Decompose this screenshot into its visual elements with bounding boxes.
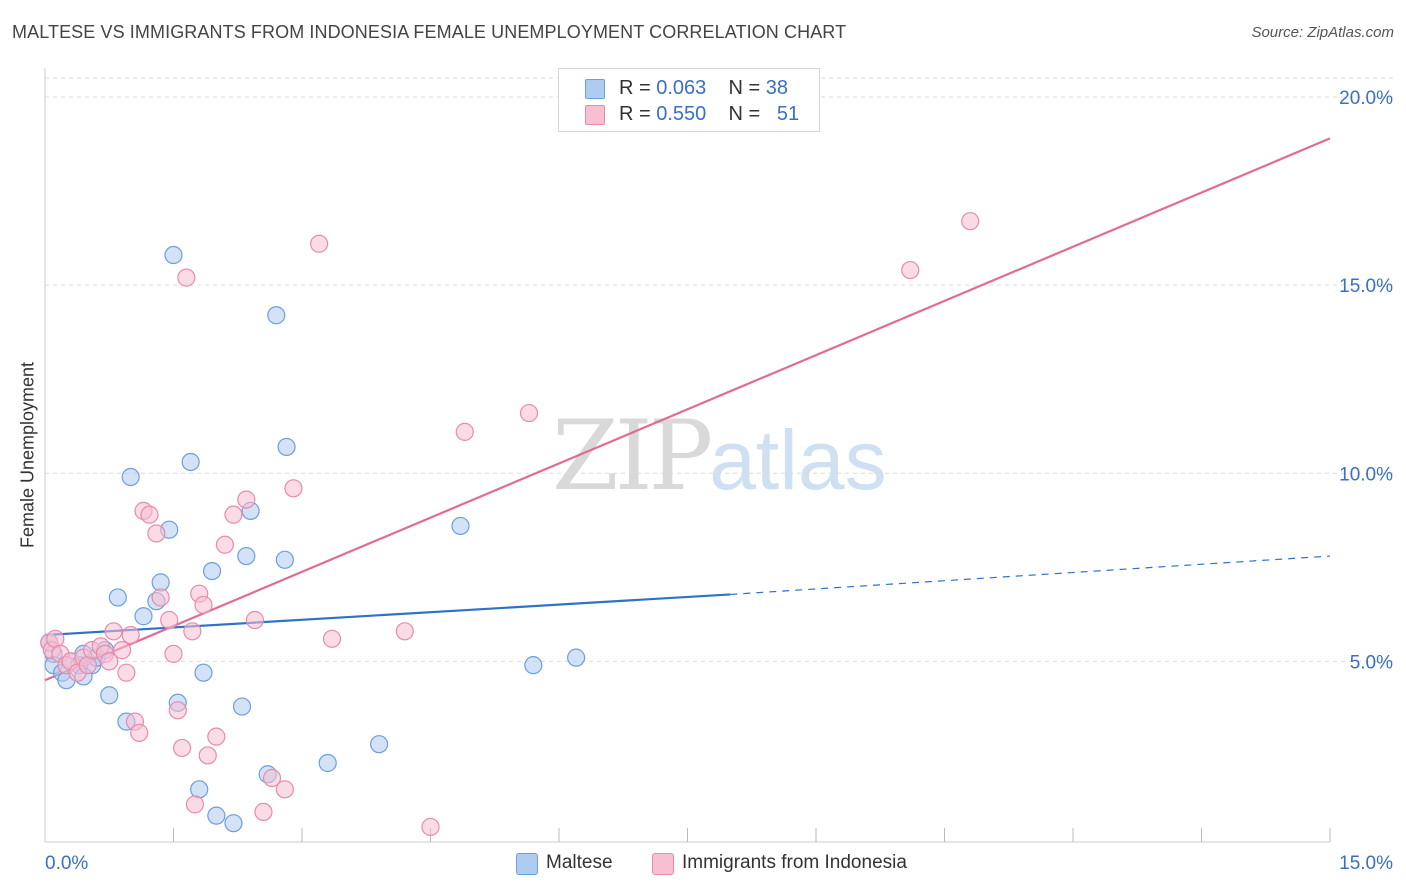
data-point-maltese: [190, 780, 209, 799]
y-tick-label: 10.0%: [1339, 464, 1393, 485]
n-label: N =: [728, 103, 761, 125]
data-point-maltese: [181, 452, 200, 472]
y-axis-label: Female Unemployment: [17, 361, 38, 549]
watermark-atlas: atlas: [709, 413, 887, 507]
trend-line-maltese: [44, 593, 731, 637]
data-point-maltese: [207, 806, 226, 825]
data-points: [40, 212, 980, 837]
data-point-indonesia: [46, 629, 65, 648]
x-tick-label: 0.0%: [45, 853, 88, 874]
n-value: 51: [776, 103, 800, 125]
data-point-maltese: [232, 697, 252, 716]
data-point-maltese: [224, 814, 243, 833]
data-point-maltese: [164, 245, 183, 265]
data-point-indonesia: [284, 479, 303, 498]
axes: [44, 68, 1331, 843]
data-point-indonesia: [254, 802, 273, 821]
data-point-indonesia: [421, 817, 440, 837]
x-tick-label: 15.0%: [1339, 853, 1393, 874]
n-label: N =: [728, 77, 761, 99]
data-point-maltese: [451, 516, 470, 536]
data-point-maltese: [277, 437, 296, 457]
data-point-indonesia: [164, 644, 183, 663]
data-point-maltese: [370, 735, 389, 754]
maltese-swatch: [585, 79, 605, 99]
data-point-maltese: [108, 588, 127, 607]
data-point-indonesia: [207, 727, 226, 746]
data-point-indonesia: [121, 625, 140, 645]
data-point-maltese: [275, 550, 294, 569]
indonesia-swatch: [652, 853, 674, 875]
data-point-indonesia: [395, 622, 414, 641]
data-point-maltese: [567, 648, 586, 667]
data-point-indonesia: [117, 663, 136, 682]
data-point-indonesia: [140, 505, 159, 524]
data-point-maltese: [151, 573, 170, 592]
legend-label: Immigrants from Indonesia: [682, 852, 907, 873]
data-point-indonesia: [168, 701, 187, 720]
data-point-indonesia: [160, 610, 179, 630]
data-point-indonesia: [519, 403, 539, 423]
data-point-indonesia: [172, 738, 192, 758]
data-point-indonesia: [262, 768, 282, 788]
data-point-indonesia: [177, 268, 196, 287]
data-point-maltese: [524, 656, 543, 675]
data-point-indonesia: [961, 212, 980, 231]
indonesia-swatch: [585, 105, 605, 125]
data-point-indonesia: [151, 588, 170, 607]
data-point-indonesia: [78, 656, 97, 675]
data-point-indonesia: [237, 490, 256, 509]
source-label: Source: ZipAtlas.com: [1251, 24, 1394, 41]
data-point-indonesia: [104, 622, 123, 641]
data-point-maltese: [100, 686, 119, 705]
data-point-indonesia: [185, 795, 205, 814]
data-point-indonesia: [901, 260, 920, 280]
data-point-indonesia: [100, 652, 119, 671]
data-point-indonesia: [310, 234, 329, 253]
r-label: R =: [619, 77, 651, 99]
r-label: R =: [619, 103, 651, 125]
r-value: 0.550: [656, 103, 707, 125]
data-point-indonesia: [183, 622, 202, 641]
legend-label: Maltese: [546, 852, 613, 873]
data-point-maltese: [121, 467, 140, 487]
chart-title: MALTESE VS IMMIGRANTS FROM INDONESIA FEM…: [12, 22, 847, 42]
legend-row-text: R = 0.550 N = 51: [619, 103, 799, 126]
data-point-indonesia: [455, 422, 474, 441]
grid-lines: [45, 77, 1395, 662]
y-tick-label: 20.0%: [1339, 88, 1393, 109]
data-point-indonesia: [147, 524, 166, 543]
trend-lines: [44, 137, 1331, 682]
n-value: 38: [765, 77, 789, 99]
r-value: 0.063: [656, 77, 707, 99]
data-point-maltese: [318, 753, 337, 773]
data-point-indonesia: [245, 610, 264, 630]
trend-line-indonesia: [44, 137, 1331, 682]
correlation-legend: R = 0.063 N = 38 R = 0.550 N = 51: [558, 68, 820, 132]
data-point-indonesia: [224, 505, 243, 524]
data-point-indonesia: [198, 746, 217, 765]
data-point-maltese: [237, 546, 256, 566]
y-tick-label: 15.0%: [1339, 276, 1393, 297]
data-point-indonesia: [275, 780, 294, 799]
data-point-maltese: [134, 607, 153, 626]
y-tick-label: 5.0%: [1350, 652, 1393, 673]
data-point-maltese: [202, 561, 222, 581]
data-point-indonesia: [194, 595, 213, 615]
legend-row-text: R = 0.063 N = 38: [619, 77, 788, 100]
data-point-indonesia: [130, 723, 149, 742]
maltese-swatch: [516, 853, 538, 875]
data-point-maltese: [194, 663, 213, 682]
data-point-indonesia: [215, 535, 234, 554]
data-point-maltese: [267, 306, 286, 325]
data-point-indonesia: [112, 641, 132, 660]
trend-line-extension-maltese: [730, 555, 1331, 596]
tick-labels: 5.0% 10.0% 15.0% 20.0% 0.0% 15.0%: [45, 88, 1393, 874]
data-point-indonesia: [322, 629, 342, 648]
